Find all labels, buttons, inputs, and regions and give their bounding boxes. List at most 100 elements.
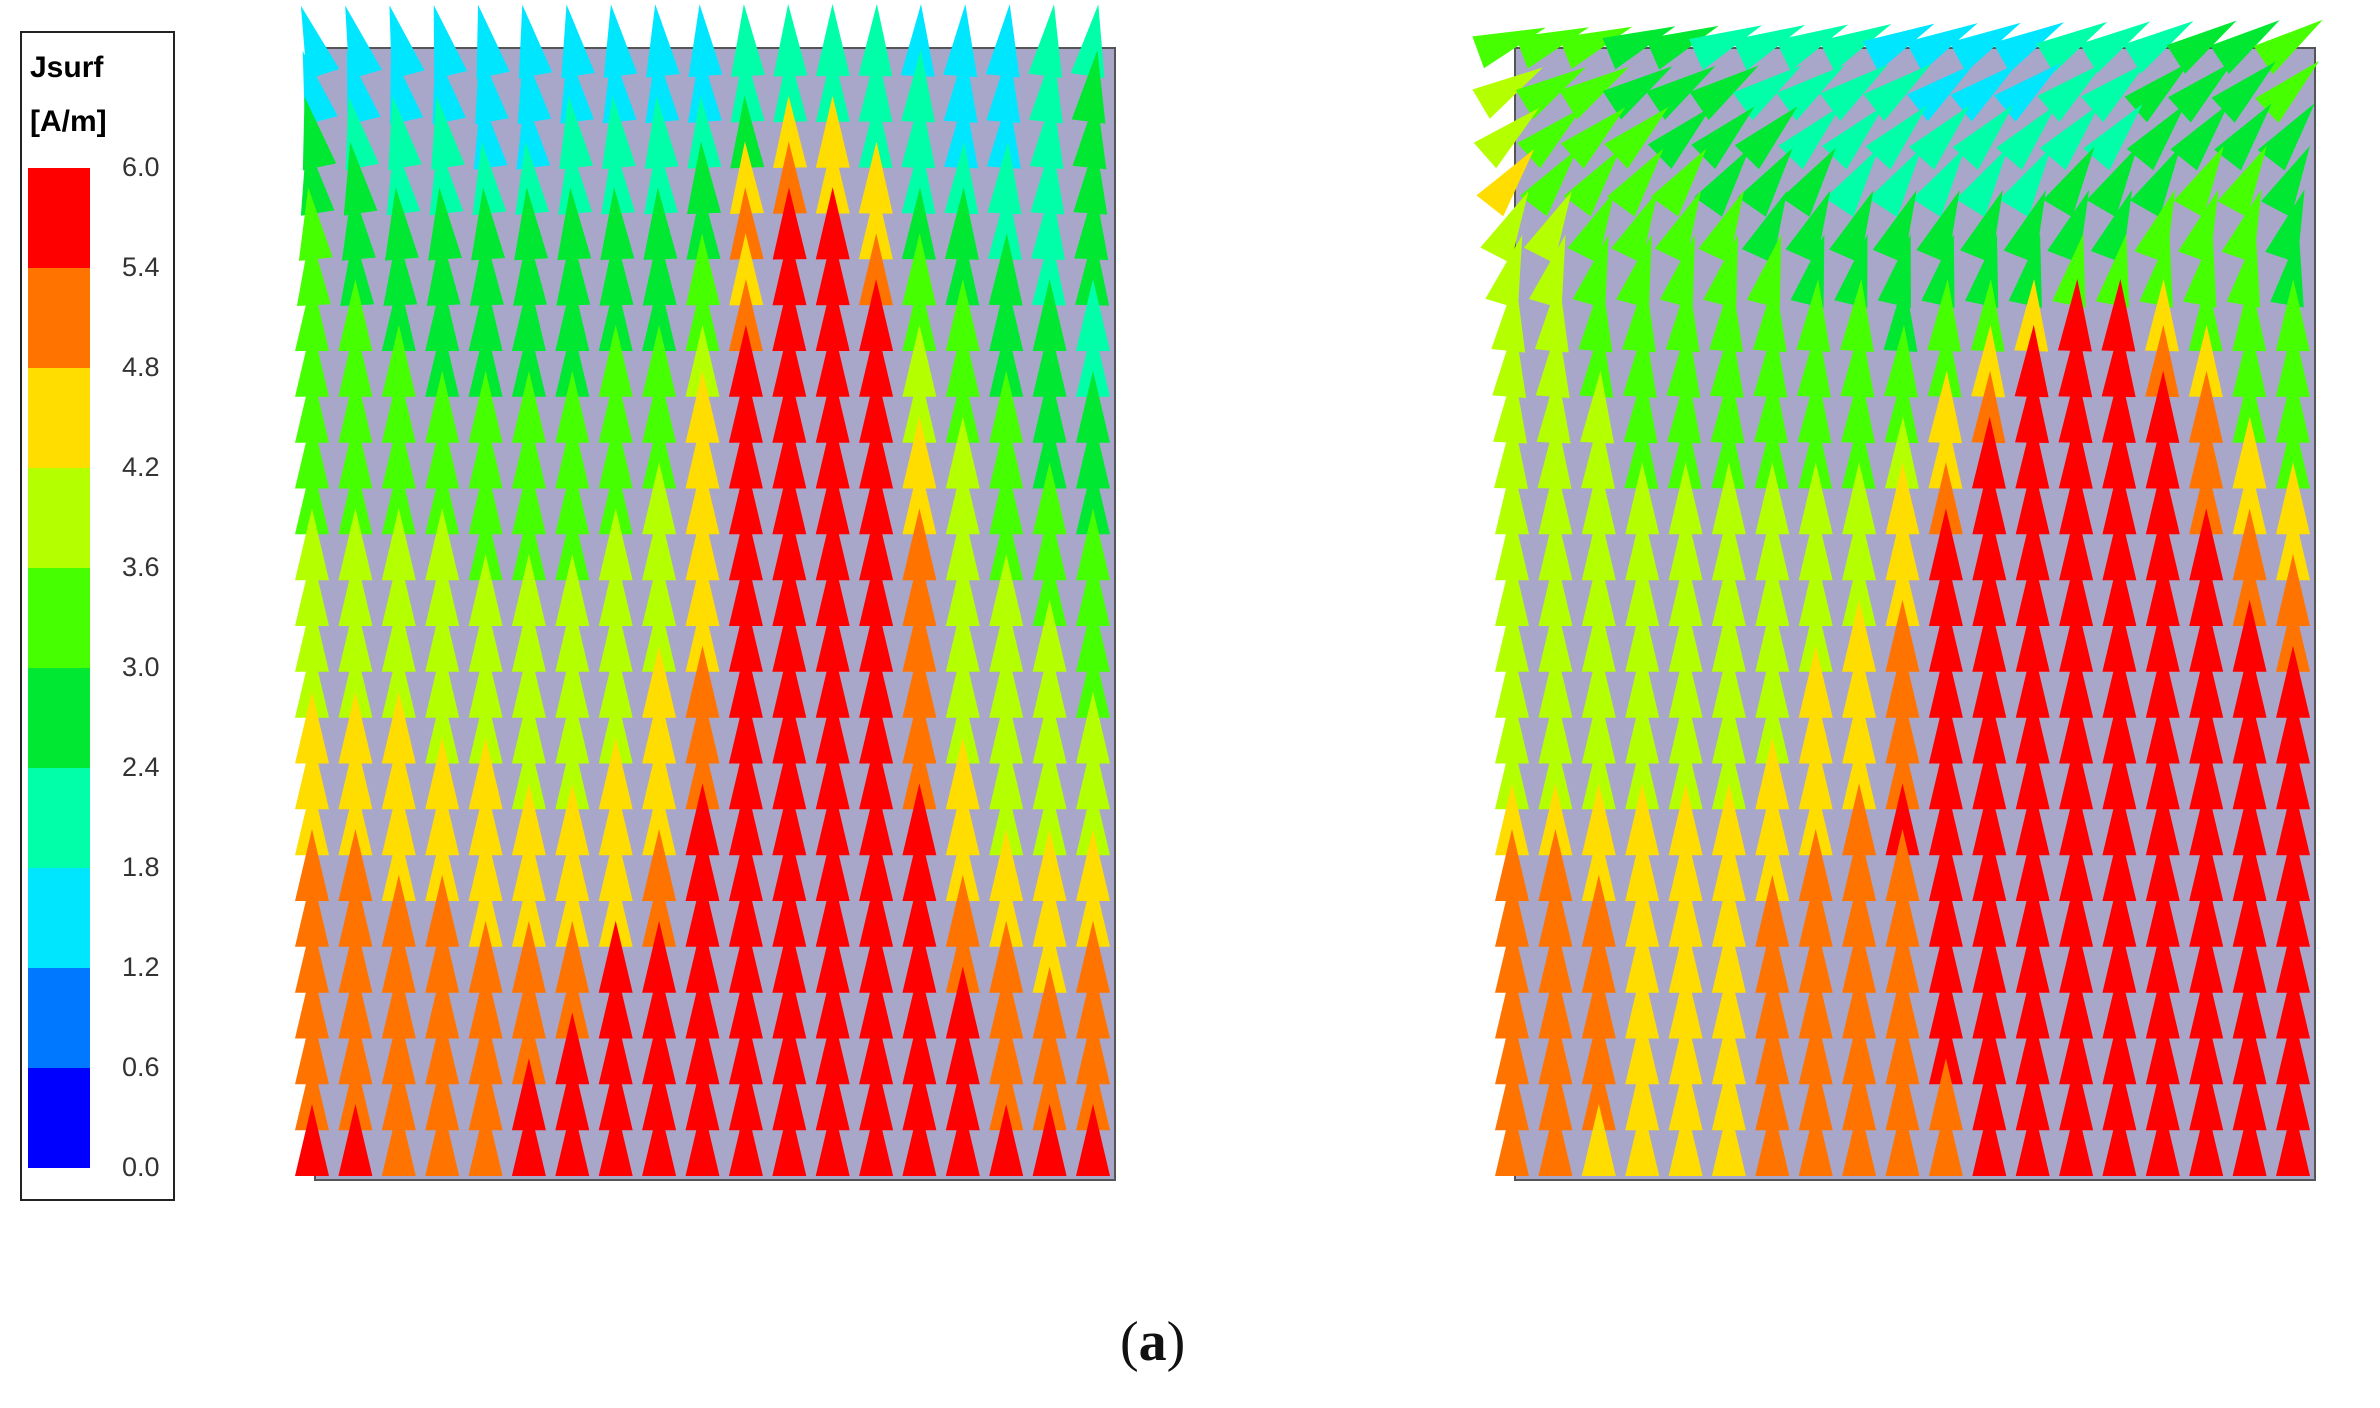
current-vector-arrow [511, 416, 546, 489]
current-vector-arrow [338, 966, 373, 1039]
current-vector-arrow [772, 829, 807, 901]
current-vector-arrow [2188, 279, 2223, 352]
current-vector-arrow [2059, 737, 2094, 810]
current-vector-arrow [2145, 554, 2180, 626]
current-vector-arrow [1689, 25, 1762, 71]
current-vector-arrow [985, 4, 1020, 78]
current-vector-arrow [642, 508, 677, 581]
current-vector-arrow [902, 966, 937, 1039]
current-vector-arrow [1972, 554, 2007, 626]
current-vector-arrow [728, 1104, 763, 1176]
current-vector-arrow [381, 829, 416, 901]
current-vector-arrow [730, 49, 765, 123]
current-vector-arrow [2059, 645, 2094, 718]
current-vector-arrow [1884, 370, 1919, 444]
current-vector-arrow [859, 783, 894, 856]
current-vector-arrow [1472, 67, 1543, 119]
current-vector-arrow [642, 920, 677, 993]
current-vector-arrow [1711, 691, 1746, 764]
current-vector-arrow [1579, 324, 1614, 398]
current-vector-arrow [1753, 370, 1788, 444]
current-vector-arrow [296, 233, 331, 307]
current-vector-arrow [989, 370, 1024, 443]
current-vector-arrow [511, 920, 546, 993]
current-vector-arrow [943, 4, 978, 78]
current-vector-arrow [1798, 1012, 1833, 1085]
current-vector-arrow [1709, 279, 1744, 353]
current-vector-arrow [1927, 279, 1962, 352]
current-vector-arrow [1711, 645, 1746, 718]
current-vector-arrow [1538, 1104, 1573, 1176]
current-vector-arrow [1755, 1012, 1790, 1085]
current-vector-arrow [389, 50, 424, 125]
current-vector-arrow [1076, 279, 1110, 351]
current-vector-arrow [2058, 370, 2093, 443]
current-vector-arrow [425, 874, 460, 947]
current-vector-arrow [1884, 324, 1918, 398]
current-vector-arrow [381, 966, 416, 1039]
current-vector-arrow [425, 1058, 460, 1131]
current-vector-arrow [1928, 1058, 1963, 1131]
current-vector-arrow [1862, 23, 1935, 72]
current-vector-arrow [945, 1104, 980, 1176]
current-vector-arrow [2232, 508, 2267, 581]
current-vector-arrow [1798, 508, 1833, 581]
current-vector-arrow [1906, 23, 1978, 72]
current-vector-arrow [1755, 1104, 1790, 1176]
current-vector-arrow [1032, 416, 1067, 489]
current-vector-arrow [2189, 599, 2224, 672]
current-vector-arrow [2189, 829, 2224, 901]
current-vector-arrow [772, 187, 807, 260]
current-vector-arrow [1798, 599, 1833, 672]
current-vector-arrow [1755, 645, 1790, 718]
current-vector-arrow [1841, 416, 1876, 489]
current-vector-arrow [425, 783, 460, 856]
current-vector-arrow [1755, 920, 1790, 993]
current-vector-arrow [1538, 829, 1573, 901]
current-vector-arrow [2036, 21, 2108, 73]
current-vector-arrow [1970, 279, 2005, 352]
current-vector-arrow [1031, 187, 1066, 260]
current-vector-arrow [1820, 64, 1889, 121]
current-vector-arrow [2145, 370, 2180, 443]
current-vector-arrow [2145, 324, 2180, 398]
current-vector-arrow [2102, 1058, 2137, 1131]
current-vector-arrow [1732, 24, 1806, 71]
current-vector-arrow [1625, 554, 1660, 626]
current-vector-arrow [1538, 1012, 1573, 1085]
current-vector-arrow [1538, 966, 1573, 1039]
current-vector-arrow [555, 508, 590, 581]
current-vector-arrow [1581, 508, 1616, 581]
current-vector-arrow [425, 599, 460, 672]
current-vector-arrow [2086, 146, 2138, 218]
current-vector-arrow [1734, 106, 1798, 170]
current-vector-arrow [2232, 1058, 2267, 1131]
current-vector-arrow [2275, 324, 2310, 397]
current-vector-arrow [601, 95, 636, 170]
current-vector-arrow [1928, 920, 1963, 993]
current-vector-arrow [1885, 599, 1920, 672]
current-vector-arrow [2015, 874, 2050, 947]
current-vector-arrow [2276, 920, 2310, 993]
current-vector-arrow [295, 508, 329, 581]
current-vector-arrow [902, 645, 937, 718]
current-vector-arrow [1928, 599, 1963, 672]
current-vector-arrow [772, 462, 807, 535]
current-vector-arrow [686, 233, 721, 306]
current-vector-arrow [1842, 783, 1877, 856]
current-vector-arrow [2059, 1104, 2094, 1176]
current-vector-arrow [815, 783, 850, 856]
current-vector-arrow [2015, 829, 2050, 901]
current-vector-arrow [642, 324, 677, 397]
current-vector-arrow [1495, 691, 1529, 764]
current-vector-arrow [989, 1058, 1024, 1131]
current-vector-arrow [1581, 462, 1616, 535]
current-vector-arrow [900, 4, 935, 77]
current-vector-arrow [1538, 783, 1573, 856]
current-vector-arrow [729, 187, 764, 260]
current-vector-arrow [1076, 966, 1110, 1039]
current-vector-arrow [432, 50, 466, 125]
current-vector-arrow [945, 874, 980, 947]
current-vector-arrow [1032, 462, 1067, 535]
current-vector-arrow [989, 508, 1024, 581]
